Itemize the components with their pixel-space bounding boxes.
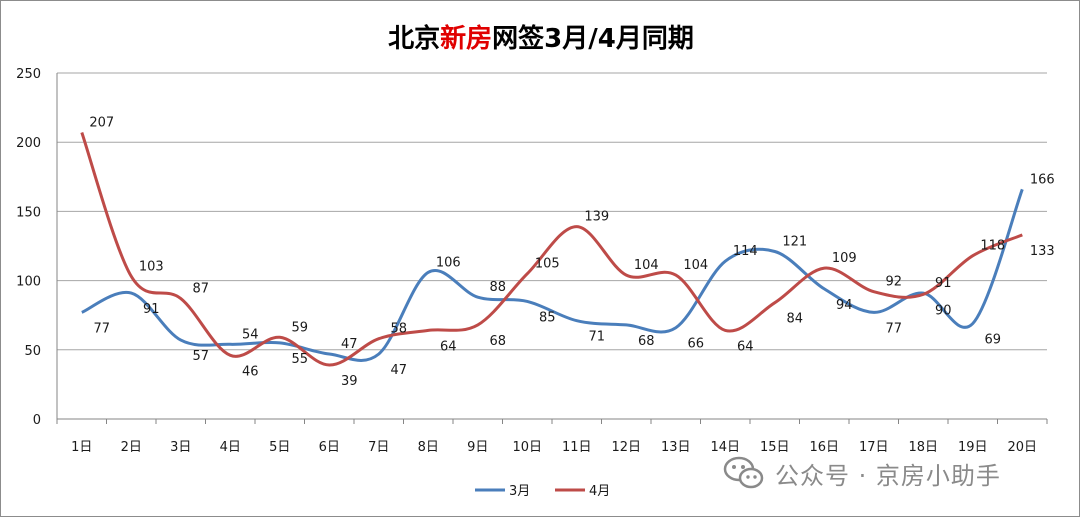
data-label-april: 105	[535, 257, 560, 272]
data-label-march: 57	[192, 349, 209, 364]
x-tick-label: 12日	[611, 440, 641, 455]
data-label-march: 106	[436, 255, 461, 270]
data-label-april: 59	[291, 320, 308, 335]
data-label-march: 91	[143, 302, 160, 317]
data-labels: 77 207 91 103 57 87 54 46 55 59 47 39 47 58 106 64 88 68 8…	[89, 116, 1054, 390]
chart-title-part-1: 新房	[440, 23, 492, 54]
x-tick-label: 10日	[512, 440, 542, 455]
data-label-april: 68	[489, 334, 506, 349]
series-lines	[80, 132, 1024, 367]
data-label-april: 133	[1030, 244, 1055, 259]
data-label-march: 69	[984, 333, 1001, 348]
x-tick-label: 16日	[809, 440, 839, 455]
data-label-april: 58	[390, 322, 407, 337]
data-label-march: 166	[1030, 172, 1055, 187]
watermark: 公众号 · 京房小助手	[723, 453, 1001, 493]
chart-title: 北京新房网签3月/4月同期	[388, 23, 694, 54]
data-label-march: 94	[836, 298, 853, 313]
x-tick-label: 7日	[368, 440, 389, 455]
wechat-icon	[723, 456, 764, 489]
series-line-1	[80, 132, 1023, 367]
x-tick-label: 11日	[562, 440, 592, 455]
data-label-march: 91	[935, 276, 952, 291]
legend-label: 4月	[589, 484, 610, 499]
data-label-april: 109	[832, 251, 857, 266]
data-label-march: 55	[291, 352, 308, 367]
data-label-march: 77	[93, 321, 110, 336]
y-tick-label: 150	[16, 205, 41, 220]
data-label-april: 64	[737, 339, 754, 354]
x-tick-label: 15日	[760, 440, 790, 455]
data-label-march: 85	[539, 310, 556, 325]
data-label-april: 139	[584, 210, 609, 225]
x-tick-label: 18日	[908, 440, 938, 455]
data-label-march: 121	[782, 235, 807, 250]
x-tick-label: 20日	[1007, 440, 1037, 455]
x-tick-label: 4日	[220, 440, 241, 455]
data-label-april: 90	[935, 303, 952, 318]
y-tick-label: 250	[16, 67, 41, 82]
data-label-april: 84	[786, 312, 803, 327]
data-label-march: 114	[733, 244, 758, 259]
x-tick-label: 19日	[958, 440, 988, 455]
y-tick-label: 100	[16, 275, 41, 290]
x-tick-label: 2日	[121, 440, 142, 455]
y-tick-label: 0	[33, 413, 41, 428]
chart-title-part-2: 网签3月/4月同期	[492, 23, 694, 54]
data-label-april: 46	[242, 364, 259, 379]
series-line-0	[81, 188, 1024, 362]
data-label-april: 92	[885, 275, 902, 290]
y-tick-label: 50	[24, 344, 41, 359]
data-label-april: 207	[89, 116, 114, 131]
legend-label: 3月	[509, 484, 530, 499]
x-tick-label: 9日	[467, 440, 488, 455]
data-label-march: 88	[489, 280, 506, 295]
data-label-march: 68	[638, 334, 655, 349]
x-tick-label: 17日	[859, 440, 889, 455]
watermark-text: 公众号 · 京房小助手	[775, 461, 1001, 490]
data-label-march: 66	[687, 337, 704, 352]
x-tick-label: 6日	[319, 440, 340, 455]
data-label-april: 118	[980, 239, 1005, 254]
y-tick-label: 200	[16, 136, 41, 151]
data-label-april: 104	[634, 258, 659, 273]
data-label-march: 77	[885, 321, 902, 336]
data-label-april: 64	[440, 339, 457, 354]
legend: 3月 4月	[475, 484, 610, 499]
x-tick-label: 3日	[170, 440, 191, 455]
data-label-april: 39	[341, 374, 358, 389]
x-tick-label: 13日	[661, 440, 691, 455]
x-tick-label: 1日	[71, 440, 92, 455]
data-label-april: 103	[139, 259, 164, 274]
x-tick-label: 5日	[269, 440, 290, 455]
x-tick-label: 14日	[710, 440, 740, 455]
data-label-march: 71	[588, 330, 605, 345]
data-label-march: 47	[390, 363, 407, 378]
chart-title-part-0: 北京	[388, 23, 440, 54]
data-label-april: 104	[683, 258, 708, 273]
x-tick-label: 8日	[418, 440, 439, 455]
data-label-march: 47	[341, 337, 358, 352]
axes: 0 50 100 150 200 250 1日 2日 3日 4日 5日 6日 7日 8日 9日 10日 11日 1…	[16, 67, 1048, 455]
data-label-march: 54	[242, 327, 259, 342]
data-label-april: 87	[192, 282, 209, 297]
